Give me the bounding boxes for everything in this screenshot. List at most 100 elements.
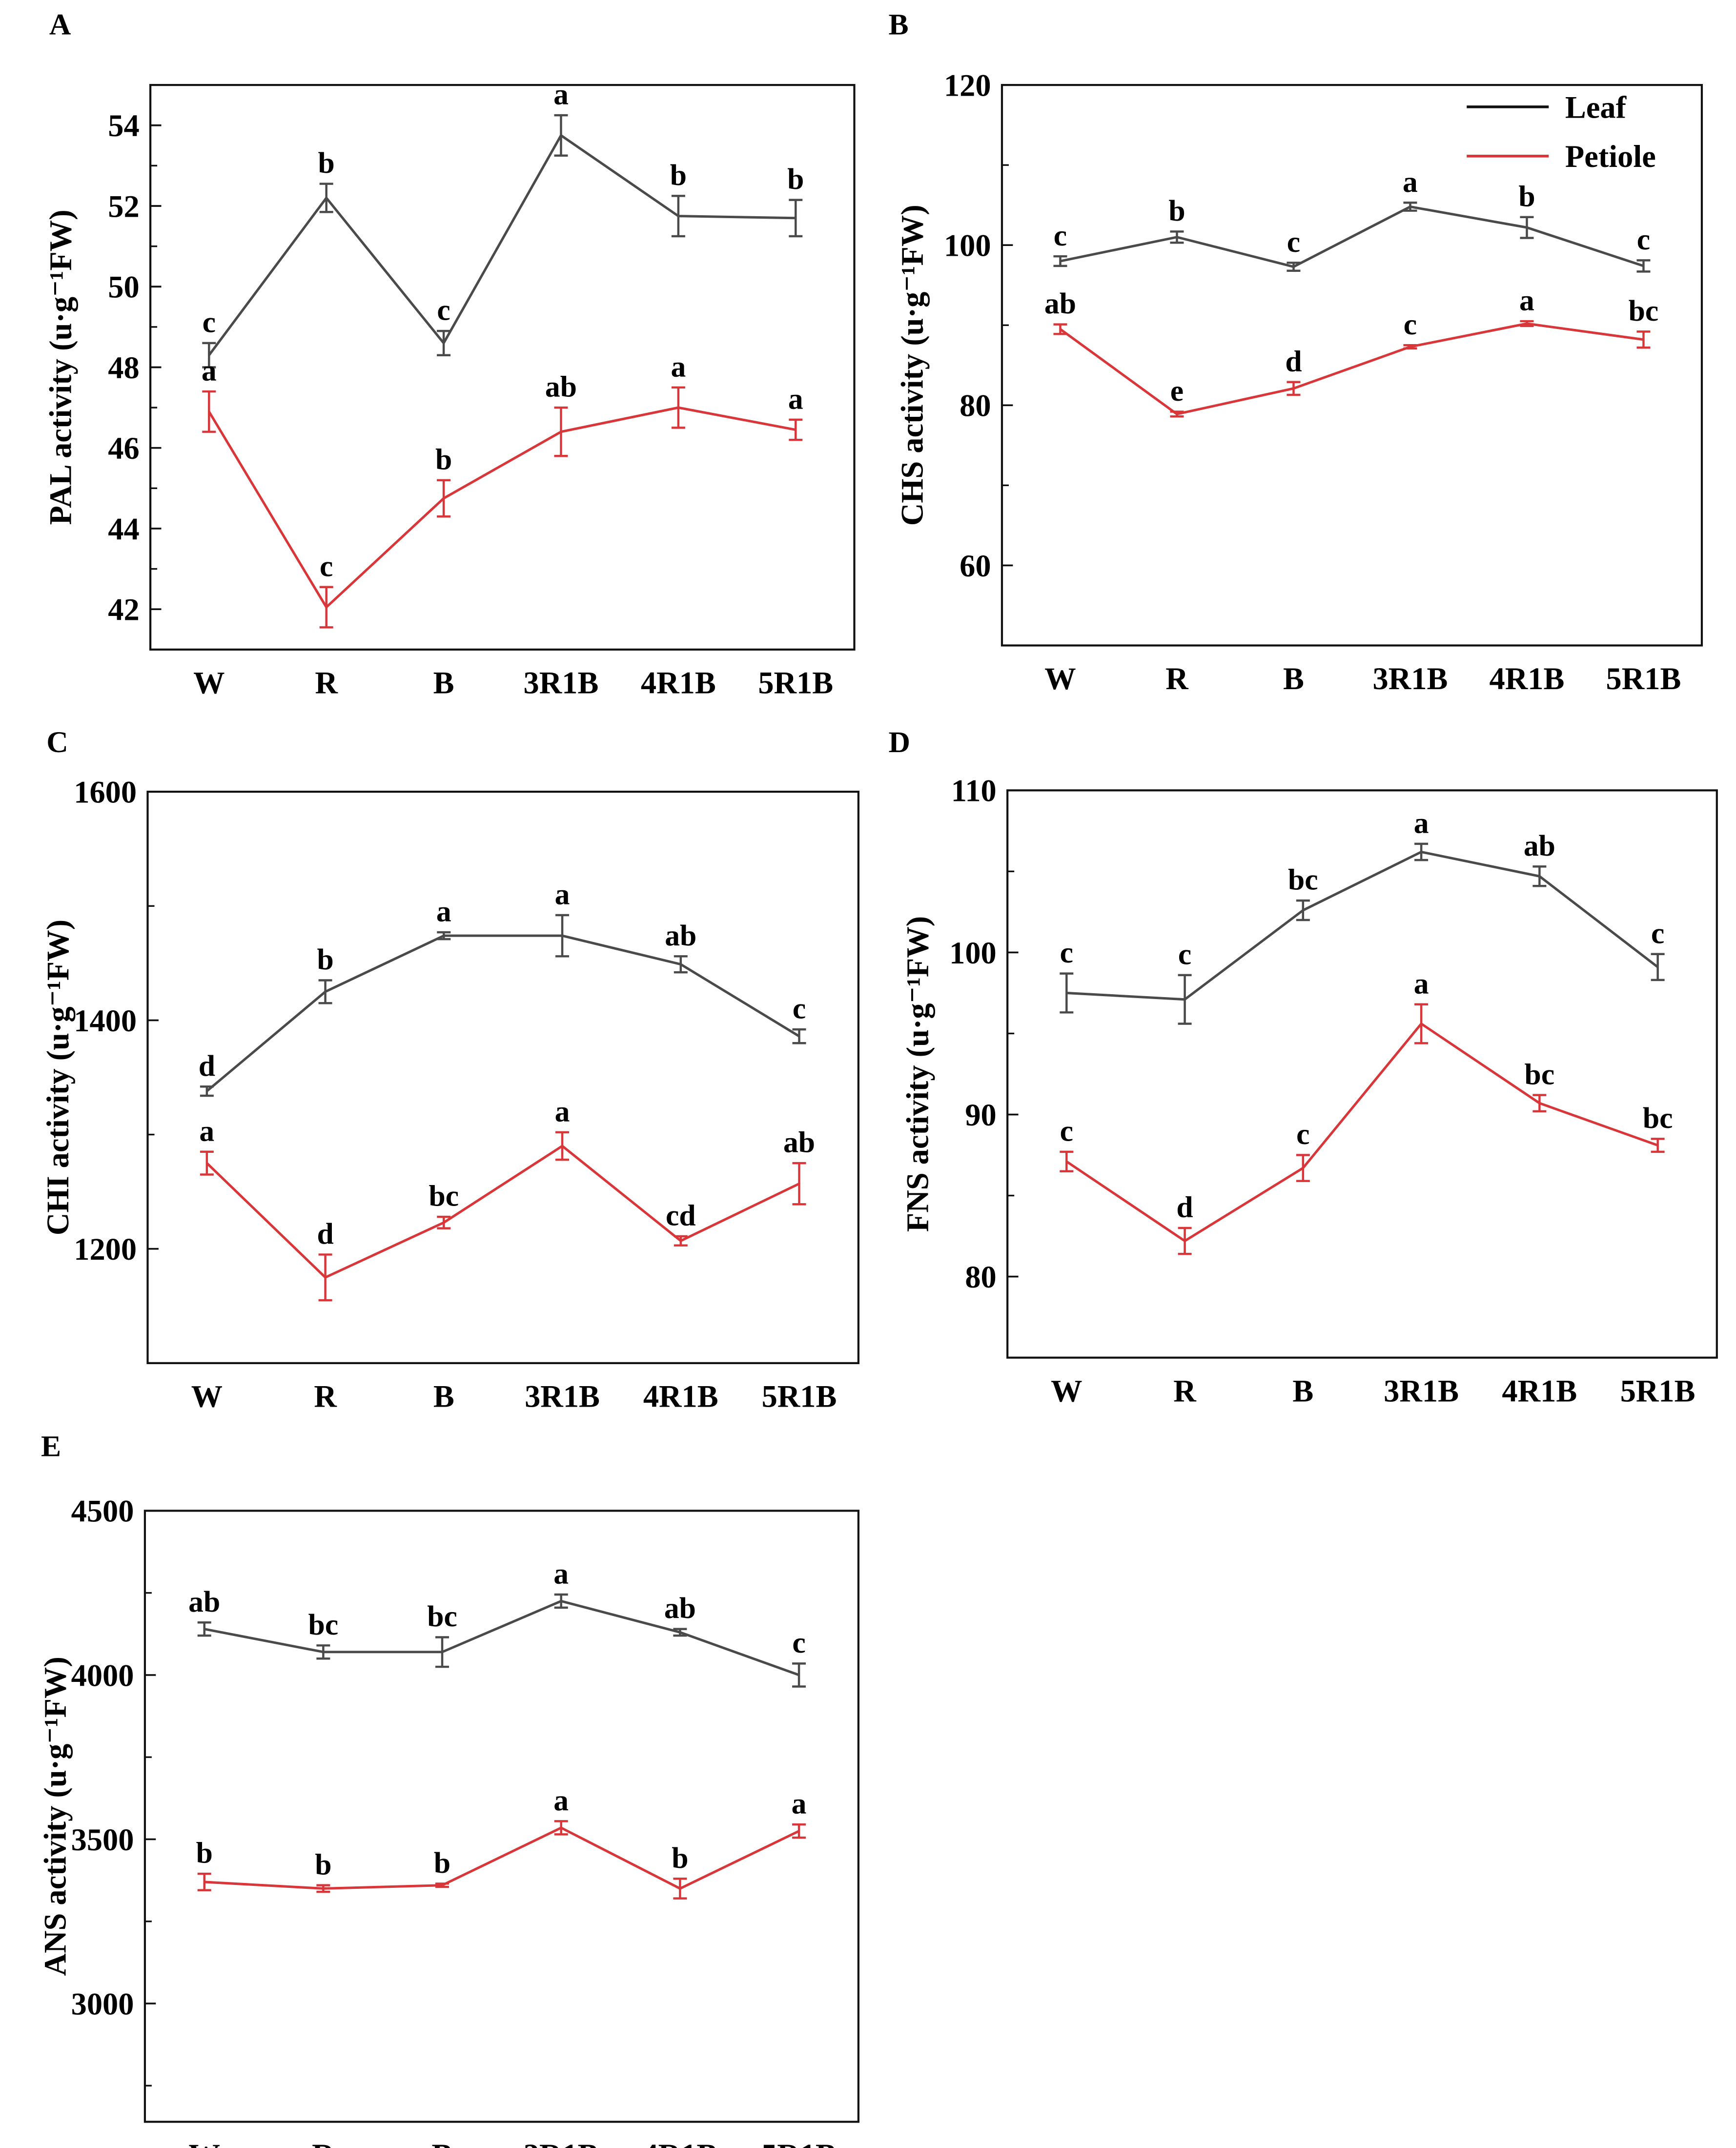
series-petiole: a c b ab a a: [202, 350, 803, 629]
x-tick-label: 5R1B: [1620, 1373, 1695, 1408]
significance-letter: a: [555, 1095, 570, 1128]
y-tick-label: 4000: [71, 1658, 134, 1693]
significance-letter: ab: [783, 1126, 815, 1159]
y-tick-label: 120: [944, 68, 991, 103]
y-axis-label: CHI activity (u·g⁻¹FW): [41, 920, 75, 1235]
series-line: [206, 934, 800, 1092]
significance-letter: a: [553, 1784, 569, 1817]
x-tick-label: 4R1B: [643, 1379, 718, 1413]
x-tick-label: R: [1173, 1373, 1197, 1408]
significance-letter: c: [1060, 1114, 1073, 1147]
series-leaf: d b a a ab c: [199, 878, 806, 1097]
panel-label: A: [49, 8, 71, 41]
significance-letter: a: [1414, 807, 1429, 840]
series-line: [204, 1826, 800, 1890]
x-tick-label: R: [315, 665, 338, 700]
y-axis-label: CHS activity (u·g⁻¹FW): [895, 205, 930, 526]
significance-letter: bc: [427, 1600, 457, 1633]
significance-letter: b: [318, 146, 335, 180]
x-tick-label: W: [191, 1379, 223, 1413]
significance-letter: c: [437, 294, 450, 327]
x-tick-label: 5R1B: [762, 1379, 837, 1413]
significance-letter: a: [1403, 165, 1418, 199]
x-tick-label: 3R1B: [524, 665, 599, 700]
x-tick-label: W: [189, 2138, 220, 2148]
x-tick-label: 5R1B: [1606, 661, 1681, 696]
panel-b: B 60 80 100 120 CHS activity (u·g⁻¹FW) W R B 3R1B…: [889, 8, 1703, 696]
significance-letter: a: [202, 354, 217, 388]
y-axis-label: ANS activity (u·g⁻¹FW): [38, 1657, 72, 1976]
significance-letter: c: [1651, 917, 1664, 950]
x-tick-label: R: [314, 1379, 337, 1413]
plot-frame: [1001, 84, 1703, 647]
significance-letter: bc: [1629, 294, 1659, 327]
x-tick-label: R: [1165, 661, 1189, 696]
significance-letter: b: [670, 159, 687, 192]
series-leaf: c b c a b b: [202, 78, 804, 368]
significance-letter: bc: [1288, 863, 1318, 897]
x-tick-label: 3R1B: [1384, 1373, 1459, 1408]
y-tick-label: 50: [108, 270, 139, 305]
series-leaf: ab bc bc a ab c: [188, 1557, 806, 1688]
y-tick-label: 54: [108, 108, 139, 143]
y-tick-label: 1400: [74, 1003, 137, 1038]
significance-letter: c: [1404, 308, 1417, 341]
y-tick-label: 100: [949, 936, 997, 970]
significance-letter: c: [792, 1626, 805, 1659]
x-tick-label: B: [433, 1379, 454, 1413]
x-tick-label: 3R1B: [525, 1379, 600, 1413]
significance-letter: e: [1170, 374, 1184, 408]
series-petiole: a d bc a cd ab: [199, 1095, 815, 1302]
plot-frame: [143, 1510, 859, 2123]
y-tick-label: 110: [951, 774, 997, 808]
panel-a: A 42 44 46 48 50 52 54 PAL activity (u·g⁻¹FW) W R B…: [43, 8, 856, 700]
legend-label: Petiole: [1565, 139, 1656, 174]
significance-letter: c: [1296, 1118, 1309, 1151]
y-axis-label: FNS activity (u·g⁻¹FW): [900, 916, 935, 1232]
x-tick-label: R: [312, 2138, 335, 2148]
x-tick-label: 4R1B: [641, 665, 716, 700]
significance-letter: ab: [664, 1592, 696, 1625]
significance-letter: c: [320, 550, 333, 583]
x-tick-label: 3R1B: [524, 2138, 599, 2148]
x-tick-label: W: [1051, 1373, 1082, 1408]
x-tick-label: W: [1044, 661, 1076, 696]
y-tick-label: 100: [944, 228, 991, 263]
y-tick-label: 90: [965, 1098, 996, 1132]
y-axis-label: PAL activity (u·g⁻¹FW): [43, 209, 78, 525]
panel-c: C 1200 1400 1600 CHI activity (u·g⁻¹FW) W R B 3R…: [41, 726, 859, 1413]
significance-letter: a: [1519, 284, 1534, 317]
panel-label: D: [889, 726, 910, 759]
x-tick-label: 4R1B: [642, 2138, 717, 2148]
plot-frame: [1006, 789, 1718, 1359]
series-petiole: c d c a bc bc: [1060, 967, 1673, 1255]
series-line: [1060, 205, 1644, 268]
panel-label: B: [889, 8, 909, 41]
y-tick-label: 1200: [74, 1232, 137, 1267]
series-line: [1066, 850, 1659, 1001]
significance-letter: bc: [1643, 1102, 1673, 1135]
significance-letter: c: [793, 992, 806, 1025]
significance-letter: d: [1176, 1191, 1193, 1224]
plot-frame: [149, 84, 856, 651]
significance-letter: c: [1637, 223, 1650, 256]
significance-letter: a: [671, 350, 686, 383]
significance-letter: a: [1414, 967, 1429, 1000]
significance-letter: b: [317, 943, 333, 976]
significance-letter: b: [435, 443, 452, 476]
significance-letter: d: [317, 1217, 333, 1250]
y-tick-label: 44: [108, 511, 139, 546]
y-tick-label: 48: [108, 350, 139, 385]
significance-letter: c: [1287, 225, 1300, 259]
y-tick-label: 80: [965, 1260, 996, 1294]
significance-letter: b: [1168, 194, 1185, 227]
x-tick-label: 4R1B: [1490, 661, 1565, 696]
significance-letter: a: [199, 1114, 214, 1147]
significance-letter: ab: [545, 370, 577, 404]
y-tick-label: 3000: [71, 1986, 134, 2021]
significance-letter: a: [436, 895, 451, 928]
x-tick-label: B: [432, 2138, 453, 2148]
significance-letter: ab: [1044, 287, 1076, 320]
x-tick-label: B: [1292, 1373, 1313, 1408]
